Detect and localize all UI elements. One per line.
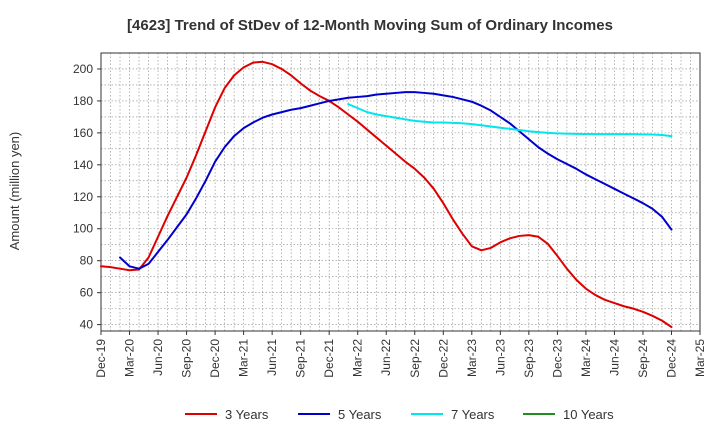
legend-label: 7 Years [451, 407, 495, 422]
y-tick-label: 120 [73, 190, 93, 204]
plot-area-frame [100, 52, 701, 332]
y-tick-label: 180 [73, 94, 93, 108]
y-axis-ticks: 40 60 80 100 120 140 160 180 200 [73, 62, 101, 332]
x-tick-label: Jun-21 [265, 339, 279, 376]
x-tick-label: Sep-24 [636, 339, 650, 378]
y-axis-label: Amount (million yen) [7, 132, 22, 251]
y-tick-label: 100 [73, 222, 93, 236]
chart-title: [4623] Trend of StDev of 12-Month Moving… [127, 17, 613, 34]
series-line-3-years [100, 60, 673, 329]
y-tick-label: 140 [73, 158, 93, 172]
x-tick-label: Dec-20 [208, 339, 222, 378]
x-tick-label: Mar-21 [237, 339, 251, 377]
x-tick-label: Dec-19 [94, 339, 108, 378]
x-tick-label: Sep-20 [180, 339, 194, 378]
x-tick-label: Jun-22 [379, 339, 393, 376]
x-axis-ticks: Dec-19 Mar-20 Jun-20 Sep-20 Dec-20 Mar-21 Jun-… [94, 331, 707, 378]
legend-label: 5 Years [338, 407, 382, 422]
series-lines [100, 60, 673, 329]
legend-label: 3 Years [225, 407, 269, 422]
legend-label: 10 Years [563, 407, 614, 422]
x-tick-label: Dec-24 [664, 339, 678, 378]
x-tick-label: Mar-22 [351, 339, 365, 377]
y-tick-label: 160 [73, 126, 93, 140]
x-tick-label: Mar-25 [693, 339, 707, 377]
y-tick-label: 80 [80, 254, 94, 268]
x-tick-label: Dec-21 [322, 339, 336, 378]
x-tick-label: Jun-20 [151, 339, 165, 376]
y-tick-label: 60 [80, 286, 94, 300]
series-line-5-years [119, 91, 673, 270]
x-tick-label: Dec-23 [550, 339, 564, 378]
x-tick-label: Sep-22 [408, 339, 422, 378]
x-tick-label: Sep-21 [294, 339, 308, 378]
x-tick-label: Jun-23 [493, 339, 507, 376]
y-tick-label: 40 [80, 318, 94, 332]
x-tick-label: Dec-22 [436, 339, 450, 378]
x-tick-label: Mar-24 [579, 339, 593, 377]
legend: 3 Years 5 Years 7 Years 10 Years [185, 407, 614, 422]
grid-lines [101, 53, 700, 331]
y-tick-label: 200 [73, 62, 93, 76]
x-tick-label: Mar-20 [123, 339, 137, 377]
x-tick-label: Sep-23 [522, 339, 536, 378]
x-tick-label: Mar-23 [465, 339, 479, 377]
series-line-7-years [347, 103, 673, 138]
x-tick-label: Jun-24 [607, 339, 621, 376]
